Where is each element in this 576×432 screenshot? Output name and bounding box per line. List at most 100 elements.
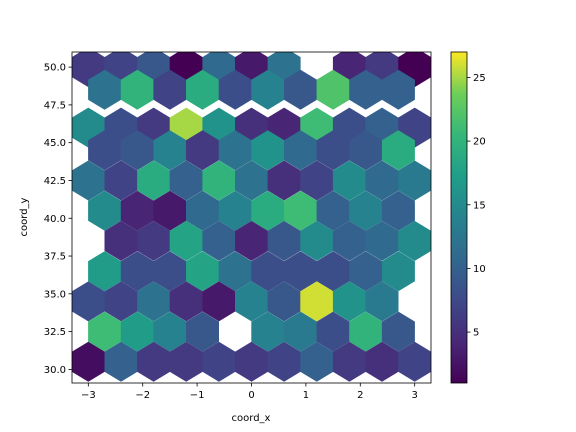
colorbar-tick-label: 20: [473, 137, 486, 148]
y-tick-label: 30.0: [44, 365, 66, 376]
hexbin-cell: [332, 160, 366, 201]
colorbar-tick-label: 5: [473, 328, 479, 339]
y-tick-label: 50.0: [44, 63, 66, 74]
hexbin-cell: [88, 130, 122, 171]
hexbin-cell: [72, 281, 105, 322]
hexbin-cell: [235, 220, 268, 261]
x-tick-label: 0: [248, 390, 254, 401]
hexbin-cell: [300, 281, 334, 322]
hexbin-cell: [235, 281, 268, 322]
hexbin-cell: [300, 160, 334, 201]
hexbin-cell: [251, 251, 285, 292]
hexbin-cell: [72, 160, 105, 201]
hexbin-cell: [381, 311, 415, 352]
hexbin-cell: [137, 281, 171, 322]
hexbin-cell: [398, 220, 431, 261]
hexbin-cell: [349, 69, 383, 110]
x-axis-label: coord_x: [232, 413, 271, 424]
hexbin-cell: [267, 160, 301, 201]
hexbin-cell: [365, 281, 399, 322]
hexbin-cells: [72, 52, 431, 382]
hexbin-cell: [137, 341, 171, 382]
hexbin-cell: [251, 311, 285, 352]
hexbin-cell: [365, 160, 399, 201]
hexbin-cell: [186, 251, 219, 292]
hexbin-cell: [349, 251, 383, 292]
x-tick-label: 2: [357, 390, 363, 401]
hexbin-cell: [251, 69, 285, 110]
hexbin-cell: [381, 190, 415, 231]
hexbin-cell: [153, 251, 187, 292]
hexbin-cell: [398, 160, 431, 201]
y-tick-label: 37.5: [44, 252, 66, 263]
hexbin-cell: [332, 281, 366, 322]
hexbin-cell: [267, 220, 301, 261]
hexbin-cell: [267, 281, 301, 322]
hexbin-cell: [300, 341, 334, 382]
x-tick-label: −1: [190, 390, 205, 401]
hexbin-cell: [137, 220, 171, 261]
hexbin-cell: [316, 69, 350, 110]
hexbin-cell: [218, 130, 252, 171]
colorbar-tick-label: 15: [473, 200, 486, 211]
x-axis: −3 −2 −1 0 1 2 3: [81, 383, 418, 401]
hexbin-cell: [381, 251, 415, 292]
x-tick-label: −2: [135, 390, 150, 401]
hexbin-cell: [218, 69, 252, 110]
hexbin-cell: [365, 341, 399, 382]
hexbin-cell: [169, 341, 203, 382]
hexbin-cell: [104, 160, 138, 201]
hexbin-cell: [120, 190, 154, 231]
hexbin-cell: [316, 311, 350, 352]
hexbin-cell: [267, 341, 301, 382]
hexbin-cell: [251, 190, 285, 231]
hexbin-cell: [88, 251, 122, 292]
hexbin-cell: [186, 69, 219, 110]
y-tick-label: 40.0: [44, 214, 66, 225]
hexbin-cell: [381, 130, 415, 171]
x-tick-label: 3: [411, 390, 417, 401]
hexbin-cell: [72, 341, 105, 382]
x-tick-label: 1: [303, 390, 309, 401]
hexbin-cell: [104, 341, 138, 382]
hexbin-cell: [218, 251, 252, 292]
hexbin-cell: [153, 190, 187, 231]
hexbin-cell: [186, 130, 219, 171]
hexbin-cell: [104, 220, 138, 261]
hexbin-cell: [284, 251, 317, 292]
colorbar-frame: [450, 51, 468, 384]
colorbar: [451, 52, 467, 383]
hexbin-cell: [153, 311, 187, 352]
hexbin-cell: [235, 160, 268, 201]
hexbin-cell: [235, 341, 268, 382]
hexbin-cell: [349, 311, 383, 352]
hexbin-cell: [153, 69, 187, 110]
y-tick-label: 35.0: [44, 289, 66, 300]
hexbin-cell: [88, 311, 122, 352]
hexbin-cell: [169, 160, 203, 201]
y-axis: 30.0 32.5 35.0 37.5 40.0 42.5 45.0 47.5 50.0: [44, 63, 72, 376]
y-tick-label: 42.5: [44, 176, 66, 187]
hexbin-cell: [169, 220, 203, 261]
hexbin-cell: [169, 281, 203, 322]
y-tick-label: 45.0: [44, 138, 66, 149]
hexbin-cell: [300, 220, 334, 261]
hexbin-cell: [349, 130, 383, 171]
hexbin-cell: [218, 190, 252, 231]
hexbin-cell: [88, 69, 122, 110]
hexbin-cell: [284, 130, 317, 171]
hexbin-cell: [120, 130, 154, 171]
hexbin-cell: [251, 130, 285, 171]
hexbin-cell: [316, 130, 350, 171]
y-axis-label: coord_y: [19, 197, 30, 236]
hexbin-cell: [349, 190, 383, 231]
x-tick-label: −3: [81, 390, 96, 401]
hexbin-cell: [186, 311, 219, 352]
hexbin-cell: [153, 130, 187, 171]
hexbin-cell: [137, 160, 171, 201]
hexbin-cell: [398, 341, 431, 382]
hexbin-cell: [120, 311, 154, 352]
hexbin-cell: [104, 281, 138, 322]
hexbin-cell: [88, 190, 122, 231]
